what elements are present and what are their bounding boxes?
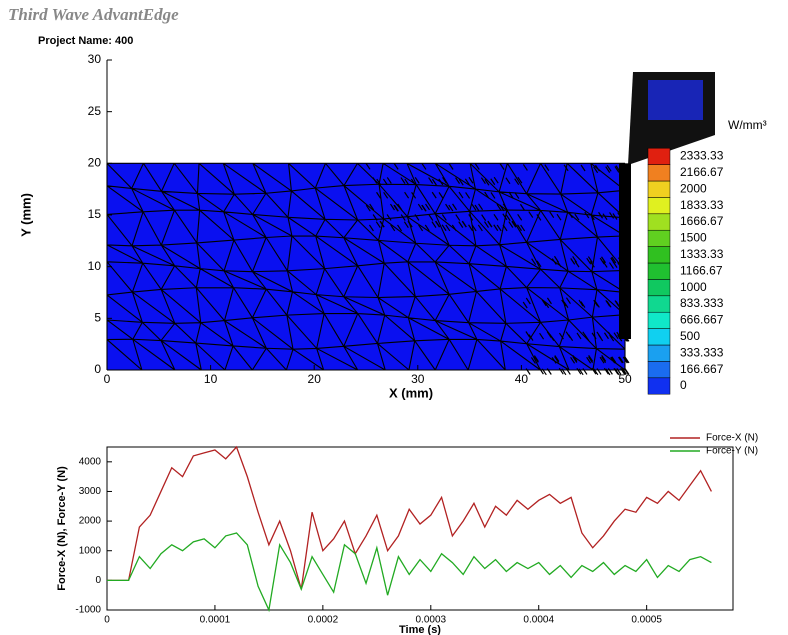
colorbar-label: 1333.33 (680, 247, 724, 261)
series-line (107, 447, 711, 589)
colorbar-label: 1500 (680, 231, 707, 245)
series-line (107, 533, 711, 610)
colorbar-swatch (648, 361, 670, 377)
x-tick-label: 30 (411, 372, 425, 386)
y-tick-label: 3000 (79, 486, 102, 497)
colorbar-label: 1166.67 (680, 263, 723, 277)
y-tick-label: 4000 (79, 456, 102, 467)
y-tick-label: 2000 (79, 516, 102, 527)
colorbar-label: 666.667 (680, 313, 724, 327)
colorbar-swatch (648, 230, 670, 246)
y-tick-label: 10 (88, 259, 102, 273)
plot-frame (107, 447, 733, 610)
y-tick-label: 5 (94, 311, 101, 325)
colorbar-label: 333.333 (680, 345, 724, 359)
y-tick-label: -1000 (75, 605, 101, 616)
y-tick-label: 0 (95, 575, 101, 586)
screen: Third Wave AdvantEdge Project Name: 400 … (0, 0, 788, 635)
colorbar-swatch (648, 345, 670, 361)
legend-label: Force-X (N) (706, 433, 758, 444)
x-tick-label: 40 (515, 372, 529, 386)
colorbar-label: 2333.33 (680, 149, 724, 163)
x-tick-label: 0.0004 (523, 615, 554, 626)
y-tick-label: 15 (88, 207, 102, 221)
x-tick-label: 0 (104, 615, 110, 626)
x-tick-label: 0.0005 (631, 615, 662, 626)
colorbar-swatch (648, 296, 670, 312)
x-axis-label: Time (s) (399, 624, 441, 635)
project-name: Project Name: 400 (38, 35, 133, 47)
x-tick-label: 20 (308, 372, 322, 386)
y-tick-label: 25 (88, 104, 102, 118)
colorbar-swatch (648, 197, 670, 213)
colorbar-swatch (648, 148, 670, 164)
y-tick-label: 0 (94, 362, 101, 376)
colorbar-swatch (648, 214, 670, 230)
tool-edge (619, 163, 631, 339)
colorbar-swatch (648, 247, 670, 263)
x-tick-label: 10 (204, 372, 218, 386)
x-tick-label: 50 (618, 372, 632, 386)
colorbar-swatch (648, 329, 670, 345)
colorbar-title: W/mm³ (728, 118, 767, 132)
y-axis-label: Force-X (N), Force-Y (N) (56, 466, 68, 591)
x-tick-label: 0.0001 (200, 615, 231, 626)
colorbar-label: 2166.67 (680, 165, 724, 179)
legend-label: Force-Y (N) (706, 446, 758, 457)
y-axis-label: Y (mm) (18, 193, 33, 237)
colorbar-label: 1000 (680, 280, 707, 294)
colorbar-label: 2000 (680, 181, 707, 195)
colorbar-label: 1666.67 (680, 214, 724, 228)
colorbar-swatch (648, 165, 670, 181)
colorbar-label: 1833.33 (680, 198, 724, 212)
colorbar-label: 166.667 (680, 362, 724, 376)
app-title: Third Wave AdvantEdge (8, 5, 179, 24)
colorbar-swatch (648, 263, 670, 279)
colorbar-label: 500 (680, 329, 700, 343)
y-tick-label: 20 (88, 156, 102, 170)
colorbar-swatch (648, 279, 670, 295)
colorbar-swatch (648, 378, 670, 394)
colorbar-swatch (648, 181, 670, 197)
x-axis-label: X (mm) (389, 385, 433, 400)
colorbar-swatch (648, 312, 670, 328)
colorbar-label: 0 (680, 378, 687, 392)
tool-mesh (648, 80, 703, 120)
x-tick-label: 0 (104, 372, 111, 386)
y-tick-label: 1000 (79, 545, 102, 556)
x-tick-label: 0.0002 (308, 615, 339, 626)
y-tick-label: 30 (88, 52, 102, 66)
colorbar-label: 833.333 (680, 296, 724, 310)
